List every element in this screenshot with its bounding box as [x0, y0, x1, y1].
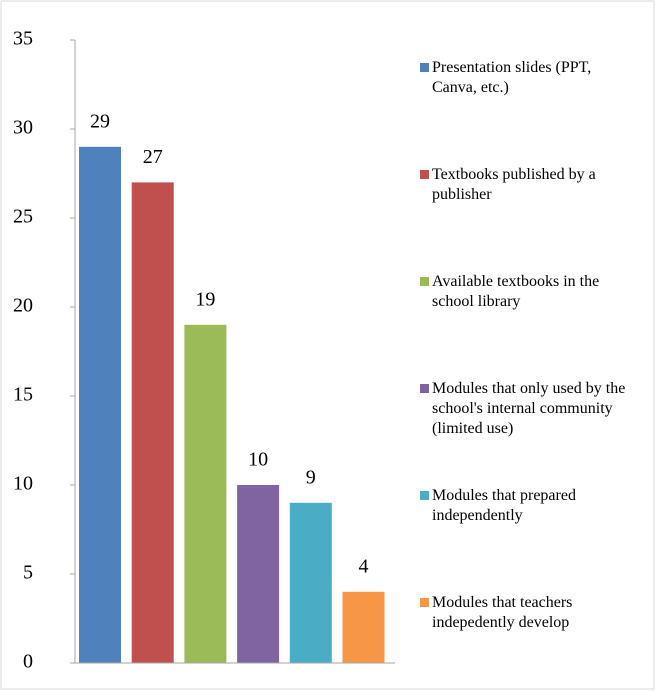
- legend-swatch: [420, 170, 429, 179]
- y-tick-label: 30: [13, 117, 33, 139]
- y-tick-label: 35: [13, 28, 33, 50]
- y-tick-label: 5: [23, 562, 33, 584]
- legend-swatch: [420, 491, 429, 500]
- y-tick-label: 10: [13, 473, 33, 495]
- legend-label: Textbooks published by a publisher: [432, 166, 596, 203]
- legend-label: Modules that only used by the school's i…: [432, 380, 626, 437]
- legend-label: Modules that prepared independently: [432, 487, 576, 524]
- data-label: 4: [359, 555, 369, 577]
- legend-swatch: [420, 384, 429, 393]
- data-label: 10: [248, 449, 268, 471]
- legend-label: Modules that teachers indepedently devel…: [432, 594, 573, 631]
- data-label: 29: [90, 110, 110, 132]
- y-tick-label: 25: [13, 206, 33, 228]
- bar: [342, 591, 385, 663]
- bar: [79, 146, 121, 664]
- legend-swatch: [420, 277, 429, 286]
- y-tick-label: 0: [23, 651, 33, 673]
- y-tick-label: 15: [13, 384, 33, 406]
- data-label: 27: [143, 146, 163, 168]
- legend-label: Presentation slides (PPT, Canva, etc.): [432, 59, 592, 96]
- legend-label: Available textbooks in the school librar…: [432, 273, 600, 310]
- legend-swatch: [420, 63, 429, 72]
- data-label: 9: [306, 466, 316, 488]
- legend-swatch: [420, 598, 429, 607]
- y-tick-label: 20: [13, 295, 33, 317]
- data-label: 19: [195, 288, 215, 310]
- bar: [184, 324, 227, 663]
- bar: [289, 502, 332, 663]
- bar: [237, 485, 280, 663]
- bar: [131, 182, 174, 663]
